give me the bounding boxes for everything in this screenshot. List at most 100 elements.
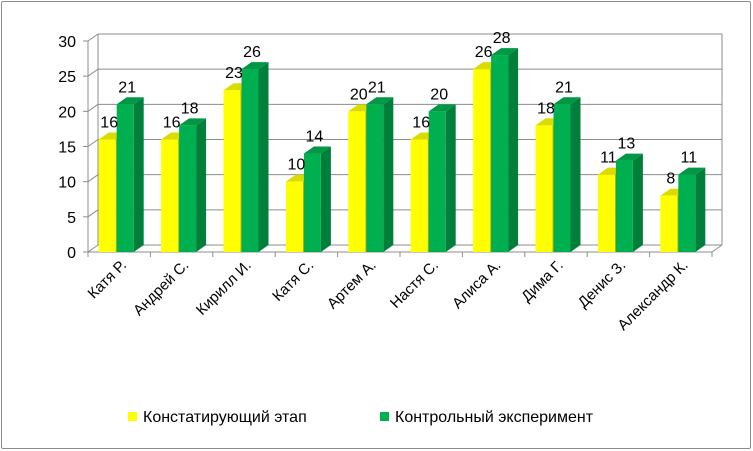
x-tick-label: Денис З. bbox=[575, 257, 629, 311]
bar-side bbox=[445, 104, 456, 252]
data-label: 20 bbox=[430, 86, 448, 103]
bar bbox=[179, 118, 207, 253]
bar-side bbox=[383, 97, 394, 252]
floor-right-edge bbox=[711, 244, 723, 253]
gridline-depth bbox=[87, 68, 99, 77]
bar-front bbox=[161, 139, 179, 252]
bar-front bbox=[410, 139, 428, 252]
bar-front bbox=[535, 125, 553, 252]
bar bbox=[491, 48, 519, 252]
bar-side bbox=[570, 97, 581, 252]
bar bbox=[303, 146, 331, 252]
bar-front bbox=[553, 104, 571, 252]
data-label: 26 bbox=[243, 44, 261, 61]
gridline-depth bbox=[87, 33, 99, 42]
data-label: 8 bbox=[666, 171, 675, 188]
y-tick-label: 10 bbox=[58, 175, 76, 192]
data-label: 18 bbox=[537, 100, 555, 117]
data-label: 13 bbox=[618, 136, 636, 153]
bar-top bbox=[116, 97, 144, 105]
bar-top bbox=[553, 97, 581, 105]
bar bbox=[428, 104, 456, 252]
bar-side bbox=[196, 118, 207, 253]
legend-swatch-series-1 bbox=[128, 412, 137, 421]
gridline-depth bbox=[87, 244, 99, 253]
bar-front bbox=[285, 181, 303, 252]
x-tick-label: Катя Р. bbox=[85, 257, 130, 302]
bar bbox=[366, 97, 394, 252]
bar-top bbox=[678, 167, 706, 175]
bar-front bbox=[348, 111, 366, 252]
bar-top bbox=[241, 62, 269, 70]
bar-front bbox=[615, 160, 633, 252]
bar bbox=[116, 97, 144, 252]
legend-swatch-series-2 bbox=[380, 412, 389, 421]
gridline-depth bbox=[87, 139, 99, 147]
x-axis-ticks: Катя Р. Андрей С. Кирилл И. Катя С. Артем А.… bbox=[85, 252, 713, 334]
bar bbox=[615, 153, 643, 252]
data-label: 10 bbox=[288, 157, 306, 174]
bar-side bbox=[695, 167, 706, 252]
bar-front bbox=[491, 55, 509, 252]
data-label: 21 bbox=[368, 79, 386, 96]
legend: Констатирующий этап Контрольный эксперим… bbox=[128, 409, 594, 426]
bar-front bbox=[223, 90, 241, 252]
data-label: 16 bbox=[163, 114, 181, 131]
y-tick-label: 20 bbox=[58, 104, 76, 121]
bar-top bbox=[179, 118, 207, 126]
bar-front bbox=[678, 174, 696, 252]
bar-front bbox=[179, 125, 197, 252]
bar-top bbox=[428, 104, 456, 112]
bar-top bbox=[491, 48, 519, 56]
bar-front bbox=[366, 104, 384, 252]
y-axis-ticks: 0 5 10 15 20 25 30 bbox=[58, 34, 88, 262]
bars bbox=[98, 48, 706, 253]
x-tick-label: Алиса А. bbox=[449, 257, 504, 312]
data-label: 16 bbox=[100, 114, 118, 131]
gridline-depth bbox=[87, 209, 99, 218]
bar-top bbox=[366, 97, 394, 105]
data-label: 21 bbox=[555, 79, 573, 96]
x-tick-label: Дима Г. bbox=[518, 257, 567, 306]
x-tick-label: Катя С. bbox=[269, 257, 317, 305]
bar-front bbox=[660, 195, 678, 252]
bar-side bbox=[320, 146, 331, 252]
data-label: 11 bbox=[600, 150, 617, 167]
data-label: 18 bbox=[181, 100, 199, 117]
bar-side bbox=[632, 153, 643, 252]
x-tick-label: Артем А. bbox=[324, 257, 380, 313]
data-label: 26 bbox=[475, 44, 493, 61]
gridline-depth bbox=[87, 103, 99, 112]
x-tick-label: Кирилл И. bbox=[193, 257, 255, 319]
data-label: 21 bbox=[118, 79, 136, 96]
bar-side bbox=[508, 48, 519, 252]
legend-label-series-2: Контрольный эксперимент bbox=[395, 409, 594, 426]
bar-side bbox=[258, 62, 269, 253]
bar-top bbox=[303, 146, 331, 154]
bar-front bbox=[428, 111, 446, 252]
legend-label-series-1: Констатирующий этап bbox=[143, 409, 307, 426]
y-tick-label: 5 bbox=[67, 210, 76, 227]
x-tick-label: Андрей С. bbox=[130, 257, 192, 319]
y-tick-label: 15 bbox=[58, 140, 76, 157]
bar-front bbox=[98, 139, 116, 252]
x-tick-label: Настя С. bbox=[387, 257, 442, 312]
y-tick-label: 30 bbox=[58, 34, 76, 51]
data-label: 16 bbox=[412, 114, 430, 131]
data-label: 23 bbox=[225, 65, 243, 82]
bar bbox=[678, 167, 706, 252]
data-label: 28 bbox=[493, 30, 511, 47]
bar bbox=[553, 97, 581, 252]
bar-front bbox=[116, 104, 134, 252]
bar-front bbox=[597, 174, 615, 252]
bar-front bbox=[303, 153, 321, 252]
bar-front bbox=[473, 69, 491, 252]
data-label: 20 bbox=[350, 86, 368, 103]
gridline-depth bbox=[87, 174, 99, 183]
y-tick-label: 25 bbox=[58, 69, 76, 86]
bar bbox=[241, 62, 269, 253]
bar-side bbox=[133, 97, 144, 252]
bar-top bbox=[615, 153, 643, 161]
